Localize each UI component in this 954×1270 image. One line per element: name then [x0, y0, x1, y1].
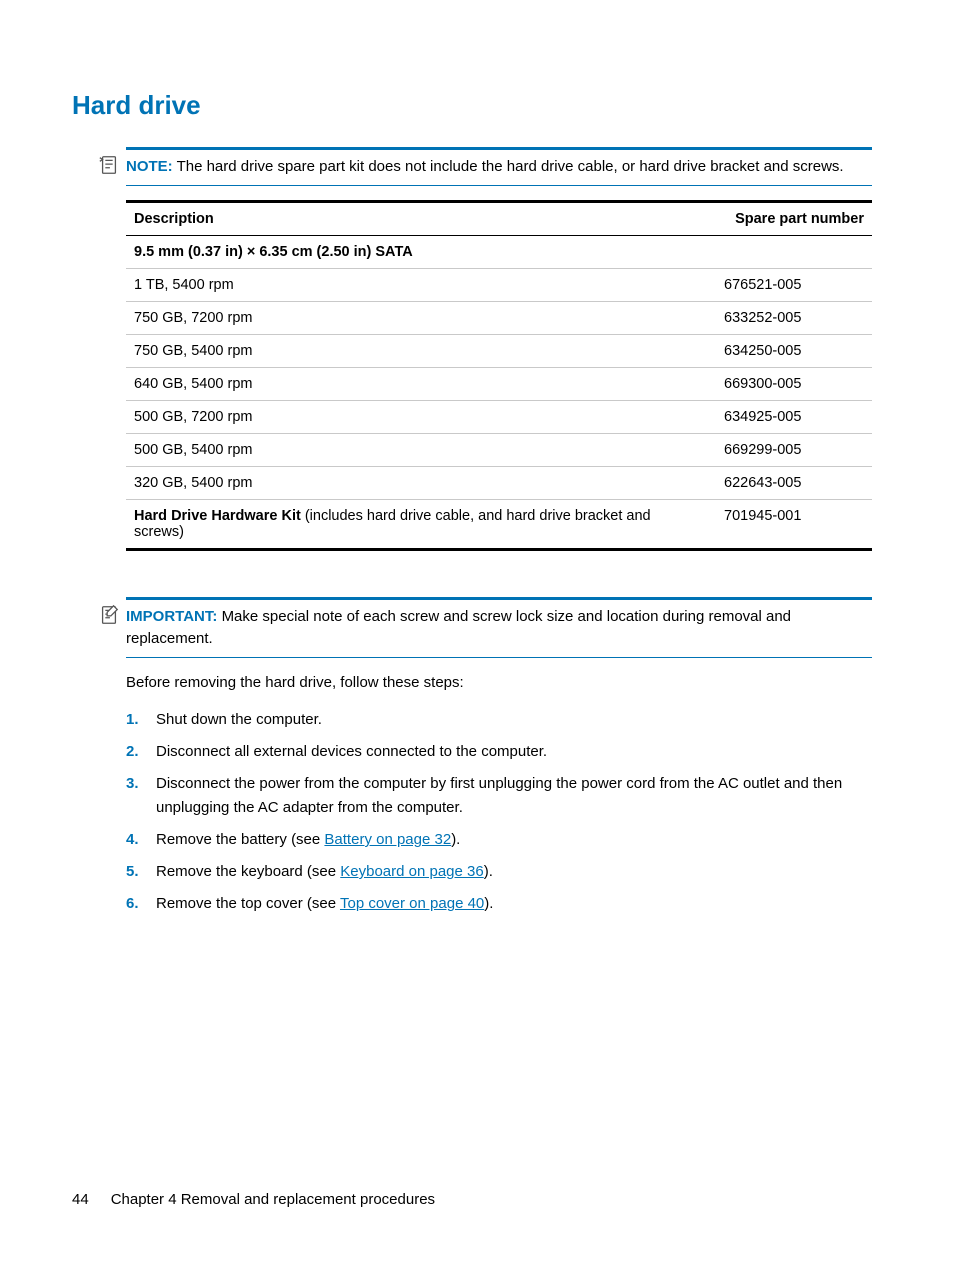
cell-part: 669300-005: [724, 376, 864, 392]
cell-part: 622643-005: [724, 475, 864, 491]
table-row: 500 GB, 5400 rpm 669299-005: [126, 434, 872, 467]
step-text-post: ).: [451, 831, 460, 848]
cell-part: 701945-001: [724, 508, 864, 540]
cell-description-bold: Hard Drive Hardware Kit: [134, 508, 301, 524]
cell-part: 633252-005: [724, 310, 864, 326]
step-number: 2.: [126, 740, 156, 764]
cell-description: 500 GB, 5400 rpm: [134, 442, 724, 458]
important-callout: IMPORTANT: Make special note of each scr…: [126, 597, 872, 658]
col-part-number: Spare part number: [735, 211, 864, 227]
important-label: IMPORTANT:: [126, 608, 217, 625]
list-item: 3. Disconnect the power from the compute…: [126, 772, 872, 820]
step-number: 5.: [126, 860, 156, 884]
note-text: NOTE: The hard drive spare part kit does…: [126, 156, 872, 179]
document-page: Hard drive NOTE: The hard drive spare pa…: [0, 0, 954, 1270]
chapter-title: Chapter 4 Removal and replacement proced…: [111, 1191, 435, 1208]
note-callout: NOTE: The hard drive spare part kit does…: [126, 147, 872, 186]
cell-description: 750 GB, 7200 rpm: [134, 310, 724, 326]
cell-part: 634925-005: [724, 409, 864, 425]
important-body: Make special note of each screw and scre…: [126, 608, 791, 648]
step-text: Remove the top cover (see Top cover on p…: [156, 892, 872, 916]
steps-list: 1. Shut down the computer. 2. Disconnect…: [126, 708, 872, 916]
step-text: Disconnect the power from the computer b…: [156, 772, 872, 820]
step-text-post: ).: [484, 863, 493, 880]
note-body: The hard drive spare part kit does not i…: [177, 158, 844, 175]
cell-part: 676521-005: [724, 277, 864, 293]
step-text-pre: Remove the keyboard (see: [156, 863, 340, 880]
link-keyboard[interactable]: Keyboard on page 36: [340, 863, 483, 880]
step-text: Remove the battery (see Battery on page …: [156, 828, 872, 852]
page-number: 44: [72, 1191, 89, 1208]
step-text: Shut down the computer.: [156, 708, 872, 732]
important-icon: [98, 604, 120, 626]
cell-part: 669299-005: [724, 442, 864, 458]
cell-description: 640 GB, 5400 rpm: [134, 376, 724, 392]
table-row: 750 GB, 5400 rpm 634250-005: [126, 335, 872, 368]
list-item: 4. Remove the battery (see Battery on pa…: [126, 828, 872, 852]
note-label: NOTE:: [126, 158, 173, 175]
step-text: Disconnect all external devices connecte…: [156, 740, 872, 764]
step-number: 1.: [126, 708, 156, 732]
link-battery[interactable]: Battery on page 32: [324, 831, 451, 848]
link-top-cover[interactable]: Top cover on page 40: [340, 895, 484, 912]
important-text: IMPORTANT: Make special note of each scr…: [126, 606, 872, 651]
list-item: 1. Shut down the computer.: [126, 708, 872, 732]
step-number: 6.: [126, 892, 156, 916]
step-text: Remove the keyboard (see Keyboard on pag…: [156, 860, 872, 884]
cell-part: 634250-005: [724, 343, 864, 359]
table-row: Hard Drive Hardware Kit (includes hard d…: [126, 500, 872, 548]
page-footer: 44 Chapter 4 Removal and replacement pro…: [72, 1191, 435, 1208]
note-icon: [98, 154, 120, 176]
table-row: 1 TB, 5400 rpm 676521-005: [126, 269, 872, 302]
table-subheader: 9.5 mm (0.37 in) × 6.35 cm (2.50 in) SAT…: [126, 236, 872, 269]
cell-description: 750 GB, 5400 rpm: [134, 343, 724, 359]
step-text-pre: Remove the battery (see: [156, 831, 324, 848]
cell-description: 1 TB, 5400 rpm: [134, 277, 724, 293]
col-description: Description: [134, 211, 214, 227]
table-header-row: Description Spare part number: [126, 203, 872, 236]
cell-description: 320 GB, 5400 rpm: [134, 475, 724, 491]
table-row: 320 GB, 5400 rpm 622643-005: [126, 467, 872, 500]
table-row: 500 GB, 7200 rpm 634925-005: [126, 401, 872, 434]
intro-text: Before removing the hard drive, follow t…: [126, 672, 872, 695]
step-text-post: ).: [484, 895, 493, 912]
list-item: 2. Disconnect all external devices conne…: [126, 740, 872, 764]
list-item: 6. Remove the top cover (see Top cover o…: [126, 892, 872, 916]
cell-description: Hard Drive Hardware Kit (includes hard d…: [134, 508, 724, 540]
list-item: 5. Remove the keyboard (see Keyboard on …: [126, 860, 872, 884]
step-number: 3.: [126, 772, 156, 820]
section-title: Hard drive: [72, 90, 882, 121]
cell-description: 500 GB, 7200 rpm: [134, 409, 724, 425]
table-row: 750 GB, 7200 rpm 633252-005: [126, 302, 872, 335]
table-row: 640 GB, 5400 rpm 669300-005: [126, 368, 872, 401]
parts-table: Description Spare part number 9.5 mm (0.…: [126, 200, 872, 551]
step-text-pre: Remove the top cover (see: [156, 895, 340, 912]
step-number: 4.: [126, 828, 156, 852]
